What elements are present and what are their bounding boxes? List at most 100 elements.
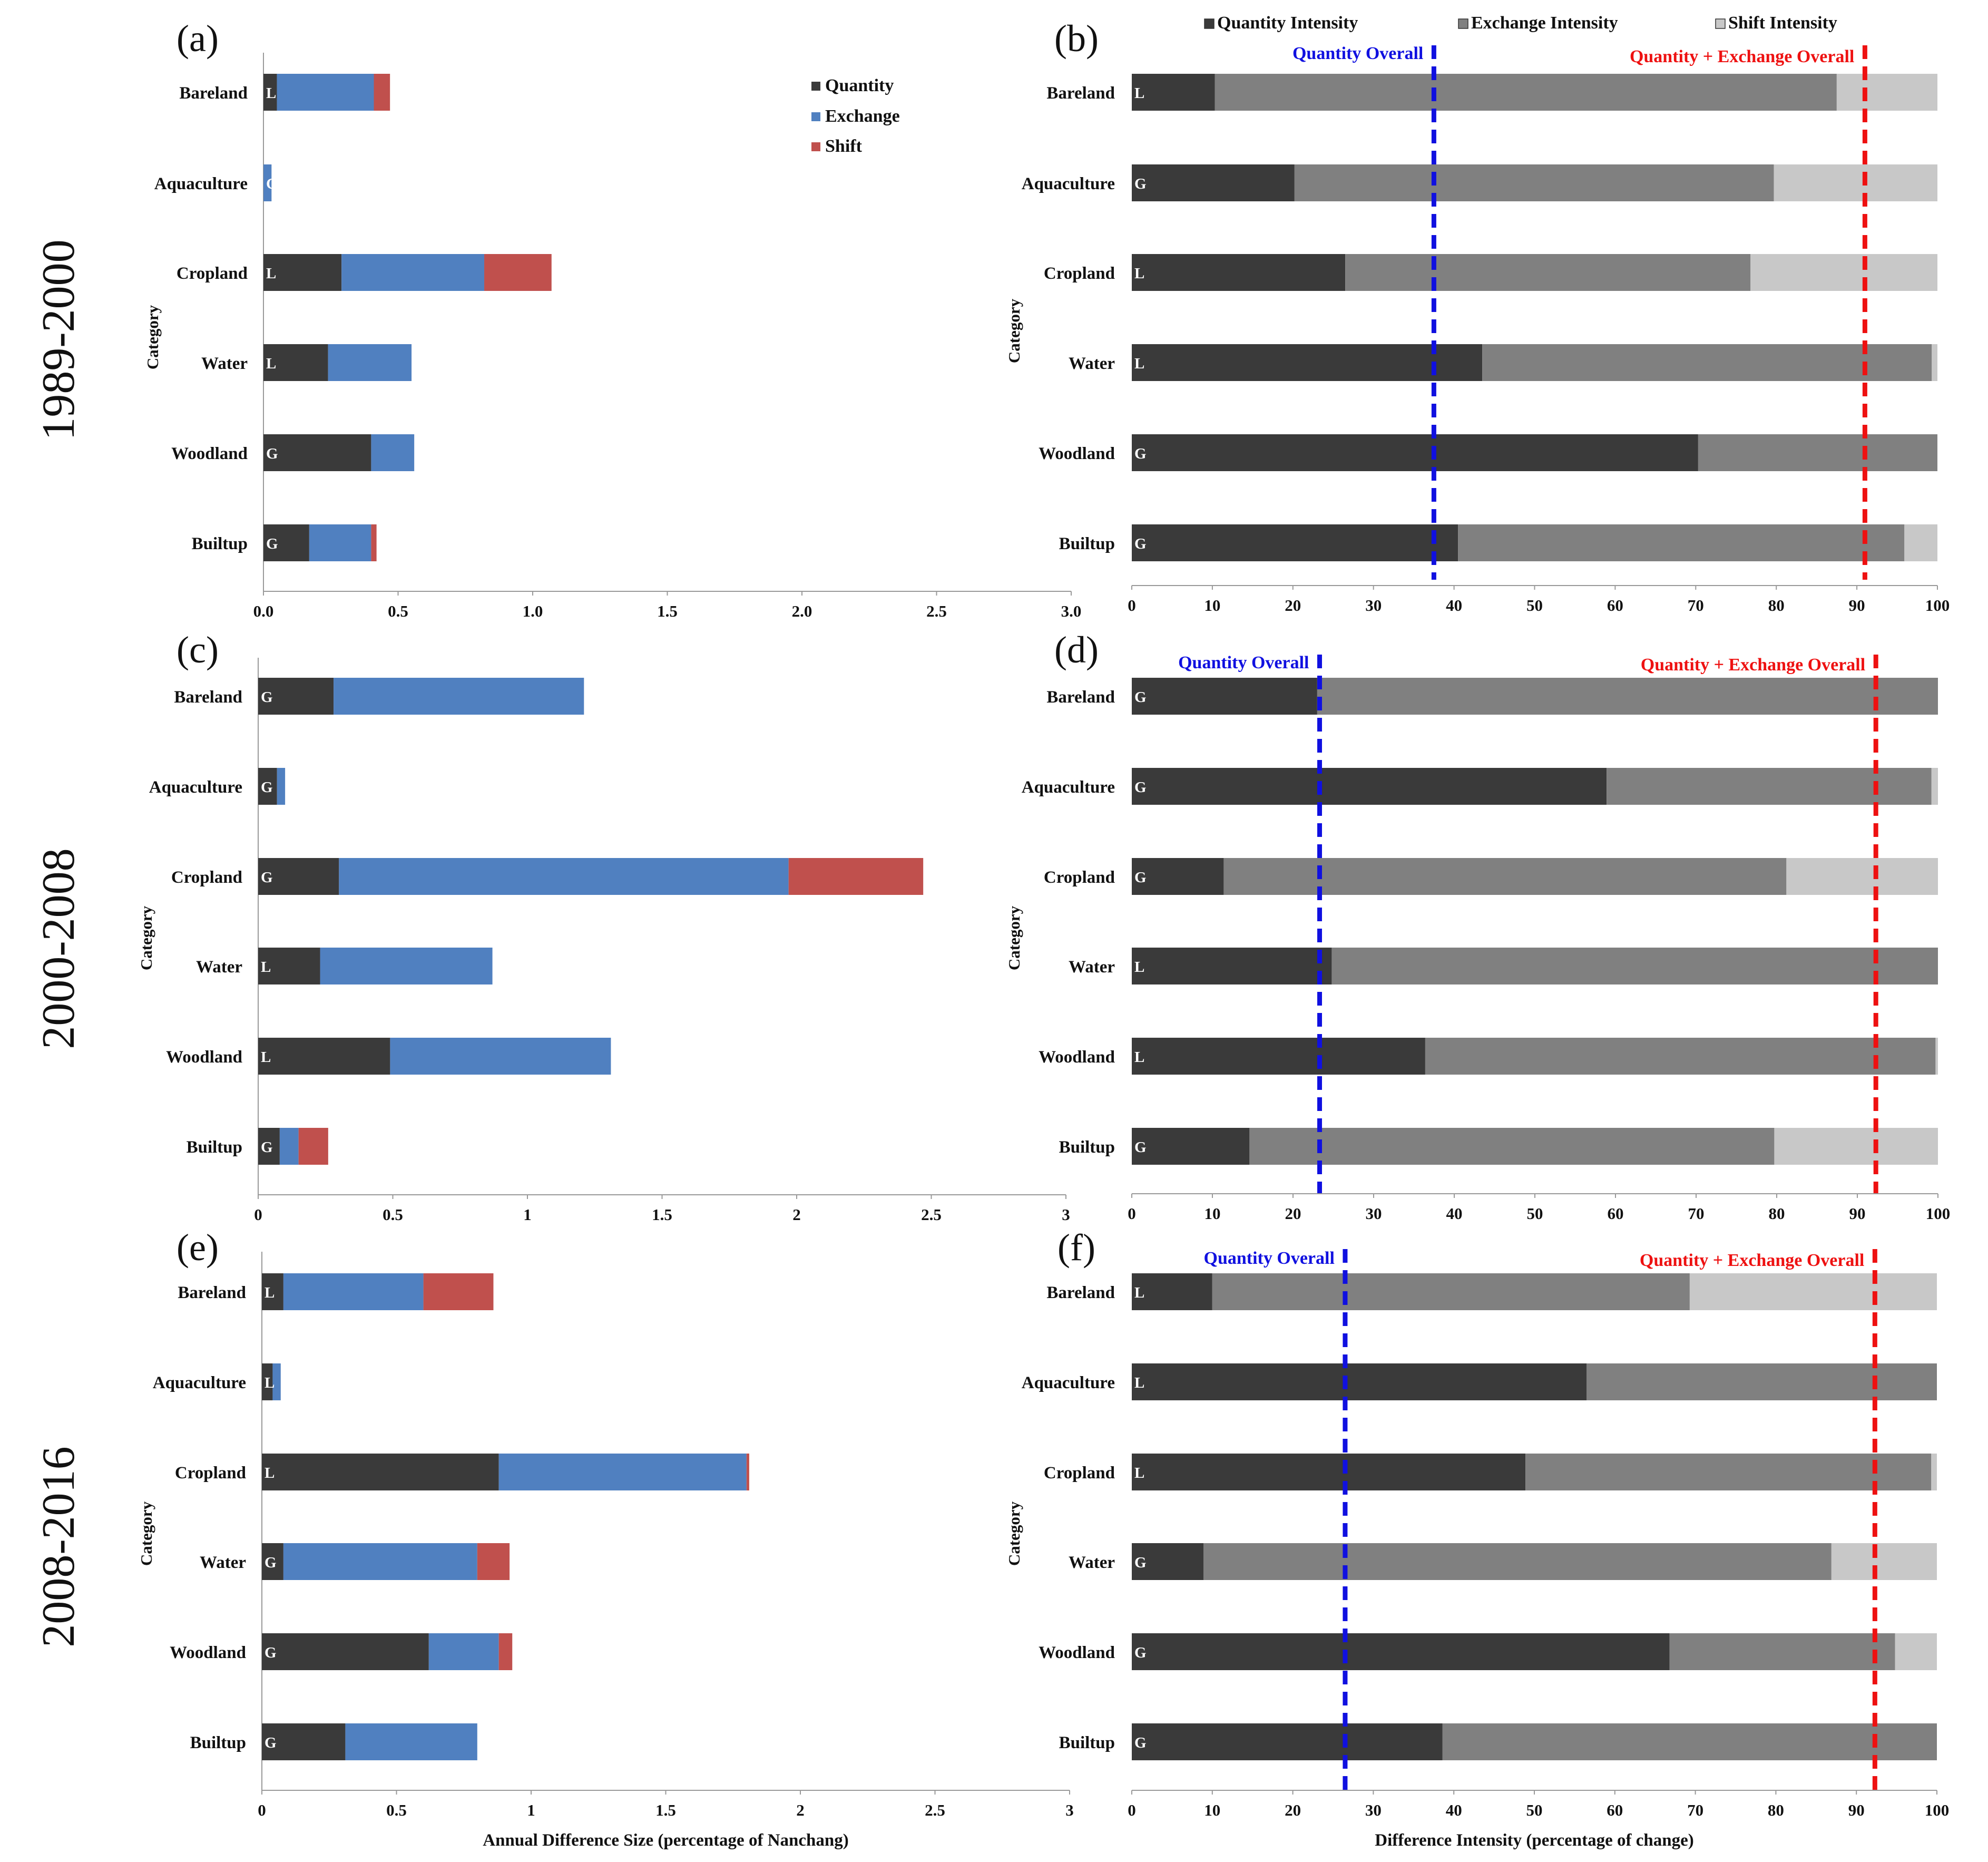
- bar-cropland-shift-intensity: [1786, 858, 1938, 895]
- bar-woodland-shift-intensity: [1935, 1038, 1938, 1075]
- x-tick-label: 90: [1849, 1204, 1866, 1223]
- category-label: Water: [201, 354, 248, 373]
- gain-loss-label: G: [265, 1644, 277, 1661]
- gain-loss-label: G: [1134, 1139, 1147, 1156]
- gain-loss-label: L: [1134, 1465, 1144, 1481]
- bar-cropland-exchange-intensity: [1223, 858, 1787, 895]
- bar-woodland-quantity: [262, 1633, 429, 1670]
- reference-label: Quantity Overall: [1292, 44, 1423, 63]
- period-label: 2008-2016: [33, 1446, 84, 1647]
- category-label: Builtup: [1059, 534, 1115, 553]
- bar-water-exchange: [328, 344, 412, 381]
- bar-aquaculture-shift-intensity: [1931, 768, 1938, 805]
- panel-label: (a): [177, 17, 219, 60]
- category-label: Bareland: [1046, 84, 1115, 103]
- bar-water-shift: [477, 1543, 510, 1580]
- gain-loss-label: L: [265, 1284, 275, 1301]
- x-tick-label: 2.5: [921, 1205, 942, 1224]
- x-tick-label: 80: [1769, 1204, 1785, 1223]
- bar-bareland-exchange: [283, 1273, 424, 1310]
- bar-bareland-quantity-intensity: [1132, 1273, 1212, 1310]
- bar-aquaculture-quantity-intensity: [1132, 768, 1607, 805]
- gain-loss-label: G: [1134, 869, 1147, 886]
- x-tick-label: 50: [1526, 1801, 1543, 1819]
- bar-bareland-shift-intensity: [1689, 1273, 1937, 1310]
- x-tick-label: 2: [796, 1801, 805, 1819]
- bar-aquaculture-exchange: [263, 164, 272, 201]
- x-tick-label: 60: [1607, 596, 1623, 615]
- x-tick-label: 20: [1285, 1204, 1301, 1223]
- gain-loss-label: L: [1134, 1049, 1144, 1066]
- bar-woodland-exchange: [390, 1038, 611, 1075]
- bar-builtup-exchange-intensity: [1249, 1128, 1775, 1165]
- category-label: Bareland: [178, 1283, 246, 1302]
- x-tick-label: 10: [1204, 1801, 1220, 1819]
- gain-loss-label: G: [261, 779, 273, 796]
- legend-label: Exchange Intensity: [1471, 13, 1618, 33]
- x-tick-label: 90: [1849, 596, 1865, 615]
- x-tick-label: 50: [1526, 596, 1543, 615]
- gain-loss-label: G: [266, 445, 278, 462]
- category-label: Water: [1069, 354, 1115, 373]
- gain-loss-label: G: [265, 1554, 277, 1571]
- category-label: Builtup: [190, 1733, 246, 1752]
- bar-cropland-exchange: [339, 858, 789, 895]
- bar-water-exchange: [283, 1543, 477, 1580]
- intensity-legend: Quantity Intensity Exchange Intensity Shif…: [1204, 13, 1837, 33]
- bar-builtup-exchange-intensity: [1458, 524, 1905, 561]
- bar-water-shift-intensity: [1932, 344, 1937, 381]
- reference-label: Quantity + Exchange Overall: [1641, 655, 1865, 675]
- y-axis-title: Category: [143, 305, 162, 369]
- bar-aquaculture-shift-intensity: [1774, 164, 1937, 201]
- bar-cropland-shift-intensity: [1931, 1454, 1937, 1490]
- legend-label: Shift Intensity: [1728, 13, 1837, 33]
- category-label: Builtup: [192, 534, 248, 553]
- bar-cropland-quantity-intensity: [1132, 254, 1346, 291]
- bar-bareland-shift: [374, 74, 390, 111]
- x-tick-label: 40: [1446, 596, 1462, 615]
- gain-loss-label: G: [261, 1139, 273, 1156]
- x-tick-label: 40: [1446, 1801, 1462, 1819]
- x-tick-label: 3.0: [1061, 602, 1082, 620]
- gain-loss-label: L: [266, 85, 276, 102]
- bar-builtup-quantity: [258, 1128, 280, 1165]
- x-tick-label: 2.5: [925, 1801, 945, 1819]
- gain-loss-label: G: [266, 535, 278, 552]
- category-label: Bareland: [179, 84, 248, 103]
- category-label: Woodland: [170, 1643, 246, 1662]
- x-tick-label: 80: [1768, 596, 1785, 615]
- bar-aquaculture-quantity-intensity: [1132, 1363, 1587, 1400]
- x-tick-label: 0.5: [386, 1801, 407, 1819]
- bar-cropland-quantity: [263, 254, 342, 291]
- bar-water-exchange-intensity: [1482, 344, 1932, 381]
- gain-loss-label: L: [1134, 85, 1144, 102]
- x-tick-label: 0: [1128, 1801, 1136, 1819]
- bar-cropland-shift: [788, 858, 924, 895]
- x-tick-label: 60: [1607, 1801, 1623, 1819]
- gain-loss-label: L: [1134, 265, 1144, 282]
- category-label: Bareland: [174, 688, 242, 707]
- bar-cropland-shift: [484, 254, 552, 291]
- x-tick-label: 100: [1925, 596, 1950, 615]
- bar-builtup-shift-intensity: [1904, 524, 1937, 561]
- gain-loss-label: G: [1134, 176, 1147, 192]
- reference-label: Quantity Overall: [1204, 1249, 1335, 1268]
- period-label: 2000-2008: [33, 848, 84, 1049]
- bar-water-exchange-intensity: [1331, 948, 1938, 984]
- gain-loss-label: L: [265, 1465, 275, 1481]
- category-label: Builtup: [1059, 1733, 1115, 1752]
- category-label: Woodland: [166, 1048, 242, 1067]
- y-axis-title: Category: [1005, 905, 1023, 970]
- chart-panel-e: 0 0.5 1 1.5 2 2.5 3 Bareland L Aquaculture L Cropla…: [137, 1226, 1074, 1850]
- bar-bareland-quantity-intensity: [1132, 74, 1215, 111]
- bar-bareland-quantity-intensity: [1132, 678, 1317, 715]
- reference-label: Quantity Overall: [1178, 653, 1309, 672]
- bar-water-exchange: [320, 948, 493, 984]
- category-label: Cropland: [1044, 868, 1115, 887]
- category-label: Water: [196, 958, 242, 977]
- gain-loss-label: G: [1134, 1644, 1147, 1661]
- bar-builtup-exchange-intensity: [1442, 1723, 1937, 1760]
- gain-loss-label: G: [1134, 1554, 1147, 1571]
- size-legend: Quantity Exchange Shift: [811, 76, 900, 156]
- bar-woodland-shift-intensity: [1895, 1633, 1937, 1670]
